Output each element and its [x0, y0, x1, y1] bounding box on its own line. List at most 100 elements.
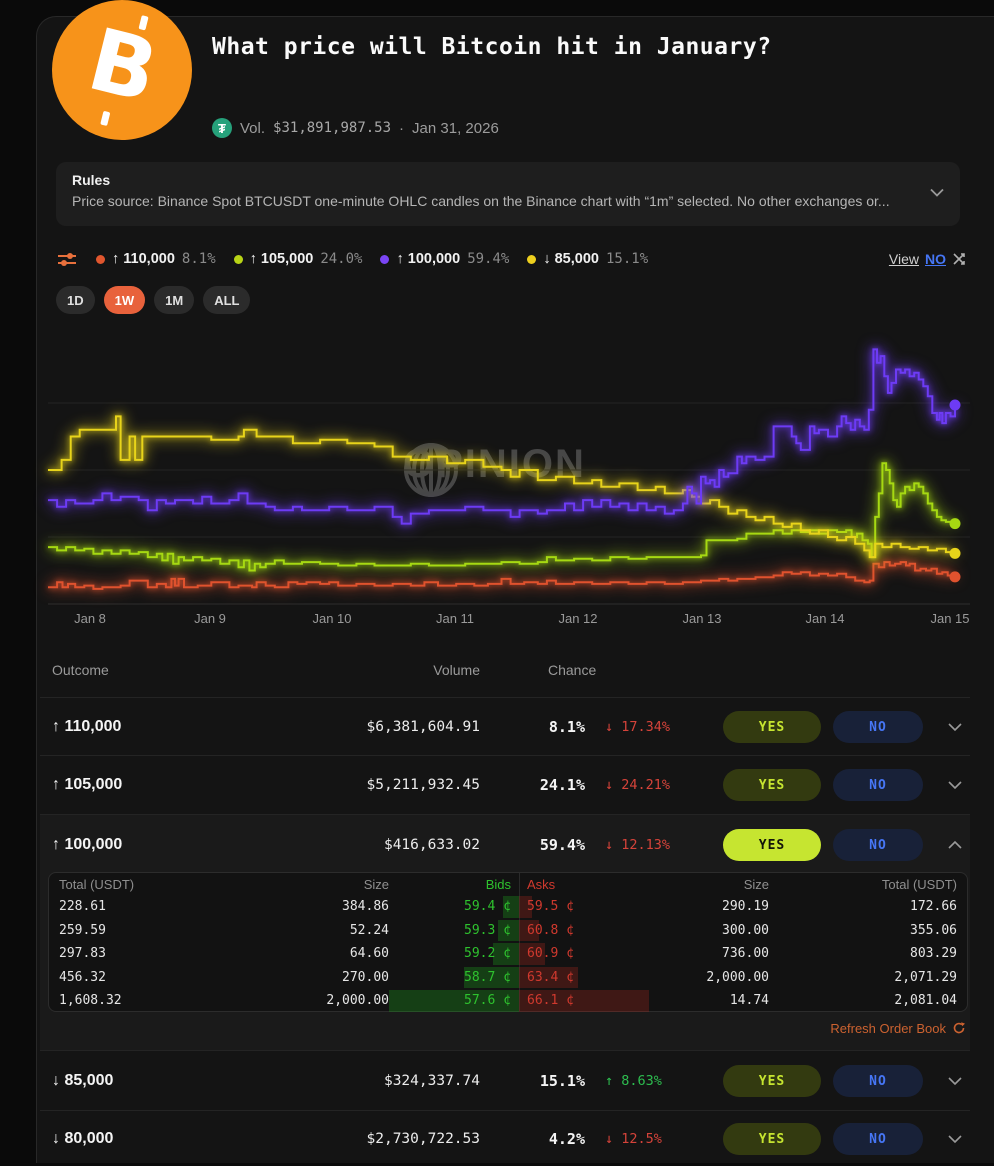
dot-separator: ·	[399, 119, 405, 137]
rules-panel[interactable]: Rules Price source: Binance Spot BTCUSDT…	[56, 162, 960, 226]
view-no-link[interactable]: View NO	[889, 251, 968, 267]
chevron-down-icon[interactable]	[948, 781, 962, 790]
outcome-label: ↑ 105,000	[52, 776, 123, 793]
x-tick: Jan 15	[930, 611, 970, 626]
timeframe-1w-button[interactable]: 1W	[103, 286, 146, 314]
ob-total-left: 297.83	[59, 946, 106, 962]
series-dot-icon	[527, 254, 537, 264]
series-dot-icon	[380, 254, 390, 264]
outcome-chance: 8.1%	[548, 718, 585, 736]
chance-change: ↓ 12.13%	[605, 837, 671, 853]
page-title: What price will Bitcoin hit in January?	[212, 34, 772, 60]
legend-item-110000[interactable]: ↑ 110,000 8.1%	[96, 251, 216, 267]
legend-item-105000[interactable]: ↑ 105,000 24.0%	[233, 251, 362, 267]
outcome-chance: 15.1%	[539, 1072, 585, 1090]
legend-pct: 8.1%	[181, 251, 216, 267]
x-tick: Jan 11	[435, 611, 475, 626]
orderbook-row[interactable]: 1,608.32 2,000.00 57.6 ¢ 66.1 ¢ 14.74 2,…	[49, 989, 967, 1013]
ob-bid-price[interactable]: 59.2 ¢	[464, 946, 511, 962]
outcome-label: ↓ 85,000	[52, 1072, 114, 1089]
ob-header-size-right: Size	[743, 876, 769, 892]
outcome-row-85000[interactable]: ↓ 85,000 $324,337.74 15.1% ↑ 8.63% YES N…	[40, 1054, 970, 1108]
timeframe-1m-button[interactable]: 1M	[154, 286, 195, 314]
chance-change: ↓ 24.21%	[605, 777, 671, 793]
yes-button[interactable]: YES	[723, 1123, 821, 1155]
order-book: Total (USDT) Size Bids Asks Size Total (…	[48, 872, 968, 1012]
ob-total-left: 456.32	[59, 969, 106, 985]
outcome-label: ↑ 110,000	[52, 718, 122, 735]
refresh-order-book-link[interactable]: Refresh Order Book	[40, 1018, 966, 1038]
outcome-volume: $2,730,722.53	[366, 1131, 481, 1147]
ob-size-right: 736.00	[722, 946, 769, 962]
legend-label: ↑ 100,000	[396, 251, 461, 267]
ob-size-right: 2,000.00	[706, 969, 769, 985]
x-tick: Jan 9	[194, 611, 226, 626]
yes-button[interactable]: YES	[723, 1065, 821, 1097]
no-button[interactable]: NO	[833, 1123, 923, 1155]
ob-total-left: 259.59	[59, 922, 106, 938]
ob-total-right: 803.29	[910, 946, 957, 962]
ob-bid-price[interactable]: 58.7 ¢	[464, 969, 511, 985]
x-tick: Jan 14	[805, 611, 845, 626]
no-button[interactable]: NO	[833, 829, 923, 861]
outcome-row-80000[interactable]: ↓ 80,000 $2,730,722.53 4.2% ↓ 12.5% YES …	[40, 1112, 970, 1166]
timeframe-all-button[interactable]: ALL	[203, 286, 251, 314]
legend-label: ↓ 85,000	[543, 251, 599, 267]
ob-header-bids: Bids	[485, 876, 511, 892]
no-button[interactable]: NO	[833, 1065, 923, 1097]
ob-total-right: 2,071.29	[894, 969, 957, 985]
orderbook-header: Total (USDT) Size Bids Asks Size Total (…	[49, 873, 967, 895]
bitcoin-logo: B	[52, 0, 192, 140]
orderbook-row[interactable]: 228.61 384.86 59.4 ¢ 59.5 ¢ 290.19 172.6…	[49, 895, 967, 919]
ob-bid-price[interactable]: 59.4 ¢	[464, 899, 511, 915]
timeframe-selector: 1D 1W 1M ALL	[56, 286, 251, 314]
yes-button[interactable]: YES	[723, 769, 821, 801]
outcome-volume: $6,381,604.91	[366, 719, 481, 735]
divider	[40, 814, 970, 815]
yes-button[interactable]: YES	[723, 829, 821, 861]
chevron-down-icon[interactable]	[948, 723, 962, 732]
chevron-up-icon[interactable]	[948, 840, 962, 850]
orderbook-divider	[519, 873, 520, 1011]
chevron-down-icon[interactable]	[948, 1077, 962, 1086]
ob-ask-price[interactable]: 66.1 ¢	[527, 993, 574, 1009]
outcome-row-105000[interactable]: ↑ 105,000 $5,211,932.45 24.1% ↓ 24.21% Y…	[40, 758, 970, 812]
ob-bid-price[interactable]: 57.6 ¢	[464, 993, 511, 1009]
ob-ask-price[interactable]: 63.4 ¢	[527, 969, 574, 985]
outcome-volume: $5,211,932.45	[366, 777, 481, 793]
legend-item-100000[interactable]: ↑ 100,000 59.4%	[380, 251, 509, 267]
no-button[interactable]: NO	[833, 769, 923, 801]
orderbook-row[interactable]: 259.59 52.24 59.3 ¢ 60.8 ¢ 300.00 355.06	[49, 919, 967, 943]
ob-ask-price[interactable]: 60.8 ¢	[527, 922, 574, 938]
ob-bid-price[interactable]: 59.3 ¢	[464, 922, 511, 938]
timeframe-1d-button[interactable]: 1D	[56, 286, 95, 314]
ob-ask-price[interactable]: 60.9 ¢	[527, 946, 574, 962]
ob-size-left: 2,000.00	[326, 993, 389, 1009]
ob-total-left: 228.61	[59, 899, 106, 915]
outcome-label: ↓ 80,000	[52, 1130, 114, 1147]
outcome-row-100000[interactable]: ↑ 100,000 $416,633.02 59.4% ↓ 12.13% YES…	[40, 818, 970, 872]
yes-button[interactable]: YES	[723, 711, 821, 743]
outcome-row-110000[interactable]: ↑ 110,000 $6,381,604.91 8.1% ↓ 17.34% YE…	[40, 700, 970, 754]
volume-row: ₮ Vol. $31,891,987.53 · Jan 31, 2026	[212, 118, 499, 138]
sliders-icon[interactable]	[56, 250, 78, 268]
no-button[interactable]: NO	[833, 711, 923, 743]
tether-icon: ₮	[212, 118, 232, 138]
outcome-label: ↑ 100,000	[52, 836, 123, 853]
ob-size-right: 300.00	[722, 922, 769, 938]
orderbook-row[interactable]: 297.83 64.60 59.2 ¢ 60.9 ¢ 736.00 803.29	[49, 942, 967, 966]
divider	[40, 1110, 970, 1111]
ob-ask-price[interactable]: 59.5 ¢	[527, 899, 574, 915]
ob-size-left: 52.24	[349, 922, 389, 938]
orderbook-row[interactable]: 456.32 270.00 58.7 ¢ 63.4 ¢ 2,000.00 2,0…	[49, 966, 967, 990]
swap-icon[interactable]	[952, 251, 968, 267]
price-chart[interactable]: OPINION	[48, 340, 970, 608]
ob-size-left: 270.00	[342, 969, 389, 985]
series-dot-icon	[96, 254, 105, 264]
legend-item-85000[interactable]: ↓ 85,000 15.1%	[527, 251, 648, 267]
chevron-down-icon[interactable]	[930, 188, 944, 197]
rules-text: Price source: Binance Spot BTCUSDT one-m…	[72, 193, 890, 209]
chevron-down-icon[interactable]	[948, 1135, 962, 1144]
header-chance: Chance	[548, 662, 597, 678]
x-tick: Jan 8	[74, 611, 106, 626]
